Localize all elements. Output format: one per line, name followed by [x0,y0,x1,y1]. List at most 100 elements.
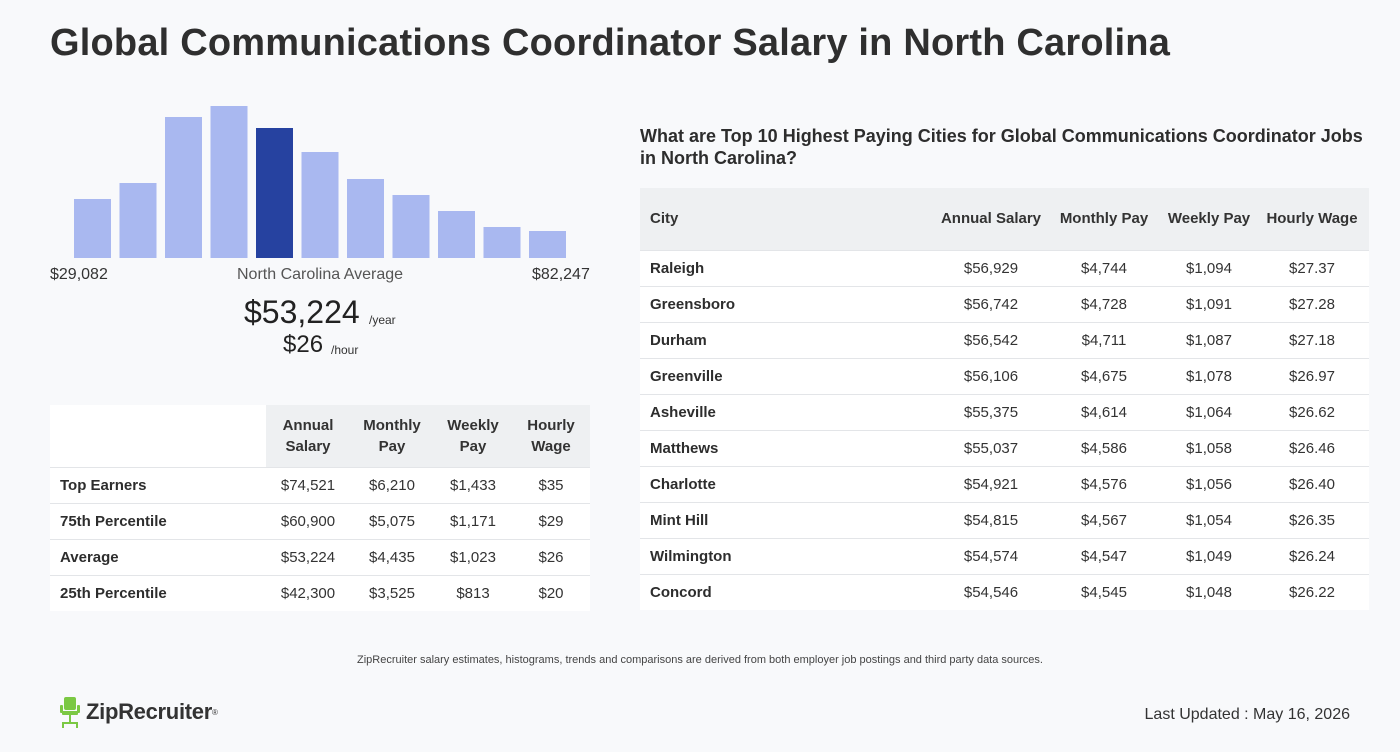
column-header-annual: Annual Salary [266,405,350,467]
column-header-blank [50,405,266,467]
table-cell: $55,037 [937,429,1045,466]
table-cell: $53,224 [266,538,350,575]
table-cell: $6,210 [350,466,434,503]
table-cell: $813 [434,574,512,611]
table-cell: $1,094 [1163,249,1255,286]
table-cell: $29 [512,502,590,539]
salary-histogram [50,100,590,260]
table-cell: $26.97 [1255,357,1369,394]
row-label: Average [50,538,266,575]
row-label: Top Earners [50,466,266,503]
row-label: 75th Percentile [50,502,266,539]
table-cell: $56,929 [937,249,1045,286]
page-title: Global Communications Coordinator Salary… [50,22,1171,64]
city-name: Greensboro [640,285,937,322]
top-cities-table: City Annual Salary Monthly Pay Weekly Pa… [640,188,1369,610]
table-cell: $1,433 [434,466,512,503]
table-cell: $1,048 [1163,573,1255,610]
table-cell: $26.62 [1255,393,1369,430]
city-name: Raleigh [640,249,937,286]
column-header-hourly: Hourly Wage [512,405,590,467]
table-cell: $4,744 [1045,249,1163,286]
cities-table-header: City Annual Salary Monthly Pay Weekly Pa… [640,188,1369,250]
table-cell: $1,078 [1163,357,1255,394]
column-header-hourly: Hourly Wage [1255,188,1369,250]
table-cell: $4,567 [1045,501,1163,538]
table-cell: $54,815 [937,501,1045,538]
ziprecruiter-logo[interactable]: ZipRecruiter ® [58,694,218,730]
table-cell: $1,087 [1163,321,1255,358]
table-cell: $4,614 [1045,393,1163,430]
city-row: Asheville $55,375 $4,614 $1,064 $26.62 [640,393,1369,430]
hourly-unit: /hour [331,343,359,357]
table-cell: $27.18 [1255,321,1369,358]
table-cell: $26.22 [1255,573,1369,610]
table-cell: $4,728 [1045,285,1163,322]
table-cell: $26.46 [1255,429,1369,466]
city-name: Charlotte [640,465,937,502]
table-cell: $1,064 [1163,393,1255,430]
histogram-bar [483,227,521,258]
city-name: Asheville [640,393,937,430]
column-header-annual: Annual Salary [937,188,1045,250]
histogram-bar [347,179,384,258]
column-header-city: City [640,188,937,250]
histogram-range-min: $29,082 [50,266,108,283]
table-cell: $1,171 [434,502,512,539]
table-cell: $54,921 [937,465,1045,502]
histogram-bar [529,231,566,258]
table-cell: $54,546 [937,573,1045,610]
table-cell: $20 [512,574,590,611]
city-name: Greenville [640,357,937,394]
city-row: Greenville $56,106 $4,675 $1,078 $26.97 [640,357,1369,394]
column-header-weekly: Weekly Pay [434,405,512,467]
city-row: Mint Hill $54,815 $4,567 $1,054 $26.35 [640,501,1369,538]
table-cell: $4,711 [1045,321,1163,358]
histogram-bar [165,117,202,258]
column-header-monthly: Monthly Pay [350,405,434,467]
city-name: Wilmington [640,537,937,574]
table-cell: $56,106 [937,357,1045,394]
table-cell: $55,375 [937,393,1045,430]
city-name: Matthews [640,429,937,466]
histogram-bar [301,152,339,258]
city-row: Charlotte $54,921 $4,576 $1,056 $26.40 [640,465,1369,502]
city-name: Mint Hill [640,501,937,538]
city-row: Raleigh $56,929 $4,744 $1,094 $27.37 [640,249,1369,286]
average-hourly-wage: $26 [283,331,324,358]
table-row: 25th Percentile $42,300 $3,525 $813 $20 [50,574,590,611]
table-cell: $1,054 [1163,501,1255,538]
table-cell: $1,091 [1163,285,1255,322]
table-cell: $56,542 [937,321,1045,358]
table-cell: $4,586 [1045,429,1163,466]
logo-text: ZipRecruiter [86,699,212,724]
table-cell: $56,742 [937,285,1045,322]
table-cell: $1,049 [1163,537,1255,574]
table-cell: $74,521 [266,466,350,503]
histogram-bar [438,211,475,258]
histogram-bar [119,183,157,258]
city-row: Matthews $55,037 $4,586 $1,058 $26.46 [640,429,1369,466]
table-cell: $1,023 [434,538,512,575]
table-cell: $1,058 [1163,429,1255,466]
table-cell: $4,545 [1045,573,1163,610]
city-row: Durham $56,542 $4,711 $1,087 $27.18 [640,321,1369,358]
table-cell: $27.37 [1255,249,1369,286]
table-cell: $5,075 [350,502,434,539]
table-cell: $35 [512,466,590,503]
table-cell: $4,547 [1045,537,1163,574]
city-row: Wilmington $54,574 $4,547 $1,049 $26.24 [640,537,1369,574]
column-header-weekly: Weekly Pay [1163,188,1255,250]
row-label: 25th Percentile [50,574,266,611]
column-header-monthly: Monthly Pay [1045,188,1163,250]
table-cell: $26.35 [1255,501,1369,538]
percentile-table-header: Annual Salary Monthly Pay Weekly Pay Hou… [50,405,590,467]
table-cell: $4,576 [1045,465,1163,502]
last-updated: Last Updated : May 16, 2026 [1144,706,1350,723]
table-cell: $27.28 [1255,285,1369,322]
city-name: Concord [640,573,937,610]
cities-section-title: What are Top 10 Highest Paying Cities fo… [640,126,1363,168]
annual-unit: /year [369,313,396,327]
table-cell: $42,300 [266,574,350,611]
table-row: Average $53,224 $4,435 $1,023 $26 [50,538,590,575]
